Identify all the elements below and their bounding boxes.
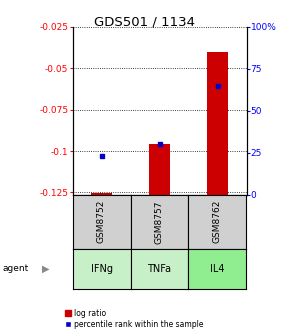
Legend: log ratio, percentile rank within the sample: log ratio, percentile rank within the sa… [62,306,206,332]
Text: GSM8762: GSM8762 [213,200,222,244]
Bar [149,144,170,195]
Bar [207,52,228,195]
Text: ▶: ▶ [42,264,50,274]
Text: IFNg: IFNg [90,264,113,274]
Text: TNFa: TNFa [148,264,171,274]
Text: agent: agent [3,264,29,273]
Bar [91,193,112,195]
Text: GDS501 / 1134: GDS501 / 1134 [95,15,195,28]
Text: IL4: IL4 [210,264,225,274]
Text: GSM8757: GSM8757 [155,200,164,244]
Text: GSM8752: GSM8752 [97,200,106,244]
